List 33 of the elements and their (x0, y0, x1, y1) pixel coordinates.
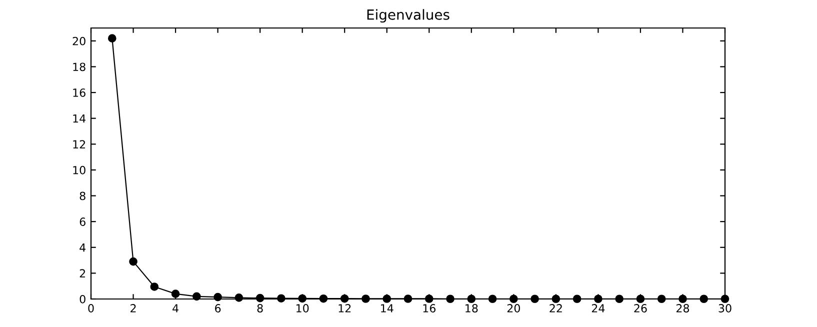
y-tick-label: 18 (73, 62, 86, 72)
y-tick-label: 14 (73, 114, 86, 123)
x-tick-label: 28 (676, 304, 690, 312)
x-tick-label: 2 (130, 304, 136, 312)
chart-title: Eigenvalues (367, 9, 450, 23)
x-tick-label: 0 (88, 304, 94, 312)
x-tick-label: 18 (466, 304, 478, 312)
x-tick-label: 8 (257, 304, 263, 312)
point (108, 34, 116, 42)
y-tick-label: 4 (80, 244, 86, 252)
x-tick-label: 26 (634, 304, 647, 312)
y-tick-label: 12 (73, 140, 86, 148)
y-tick-label: 10 (73, 166, 86, 174)
x-tick-label: 24 (592, 304, 605, 312)
x-tick-label: 30 (718, 304, 732, 312)
x-tick-label: 14 (381, 304, 394, 312)
y-tick-label: 0 (80, 294, 86, 304)
point (129, 257, 138, 266)
x-tick-label: 10 (296, 304, 309, 312)
point (150, 282, 159, 291)
point (214, 292, 222, 302)
y-tick-label: 8 (80, 192, 86, 200)
x-tick-label: 16 (423, 304, 436, 312)
x-tick-label: 6 (215, 304, 221, 312)
y-tick-label: 2 (80, 269, 86, 278)
y-tick-label: 20 (72, 36, 86, 46)
point (171, 290, 180, 298)
x-tick-label: 12 (338, 304, 351, 312)
x-tick-label: 20 (507, 304, 520, 312)
x-tick-label: 4 (172, 304, 178, 312)
y-tick-label: 6 (80, 218, 86, 226)
y-tick-label: 16 (73, 88, 86, 97)
x-tick-label: 22 (550, 304, 562, 312)
